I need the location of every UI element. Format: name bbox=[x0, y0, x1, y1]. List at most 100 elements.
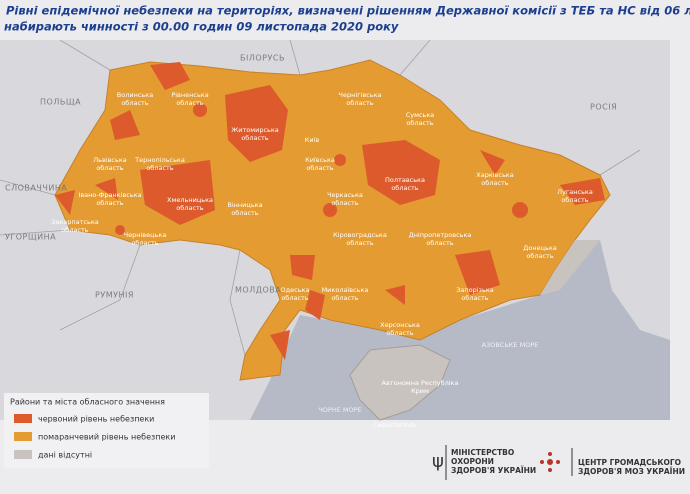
region-name: Миколаївська bbox=[322, 286, 369, 294]
region-label: Запорізька область bbox=[456, 286, 494, 302]
legend-item: дані відсутні bbox=[38, 451, 92, 460]
title: Рівні епідемічної небезпеки на територія… bbox=[6, 4, 690, 18]
region-suffix: область bbox=[231, 209, 258, 217]
region-suffix: область bbox=[96, 164, 123, 172]
region-suffix: область bbox=[461, 294, 488, 302]
country-label: РУМУНІЯ bbox=[95, 291, 134, 300]
region-label: Чернівецька область bbox=[124, 231, 167, 247]
region-label: Севастополь bbox=[373, 421, 417, 429]
borders bbox=[0, 39, 641, 356]
legend-swatch bbox=[14, 414, 32, 423]
region-label: Хмельницька область bbox=[167, 196, 213, 212]
region-suffix: область bbox=[386, 329, 413, 337]
region-suffix: область bbox=[526, 252, 553, 260]
region-label: Харківська область bbox=[476, 171, 513, 187]
region-name: Кіровоградська bbox=[333, 231, 387, 239]
region-name: Чернігівська bbox=[338, 91, 381, 99]
region-label: Тернопільська область bbox=[134, 156, 185, 172]
region-suffix: область bbox=[61, 226, 88, 234]
region-label: Волинська область bbox=[117, 91, 153, 107]
region-suffix: область bbox=[96, 199, 123, 207]
region-label: Сумська область bbox=[406, 111, 435, 127]
country-label: РОСІЯ bbox=[590, 103, 617, 112]
region-name: Полтавська bbox=[385, 176, 425, 184]
legend-box bbox=[4, 393, 209, 468]
country-label: СЛОВАЧЧИНА bbox=[5, 184, 67, 193]
sea-label: ЧОРНЕ МОРЕ bbox=[318, 406, 361, 414]
region-suffix: область bbox=[561, 196, 588, 204]
region-name: Вінницька bbox=[227, 201, 262, 209]
region-name: Луганська bbox=[557, 188, 593, 196]
region-suffix: Крим bbox=[411, 387, 429, 395]
region-name: Черкаська bbox=[327, 191, 363, 199]
region-suffix: область bbox=[331, 294, 358, 302]
region-label: Донецька область bbox=[523, 244, 556, 260]
region-suffix: область bbox=[391, 184, 418, 192]
region-name: Дніпропетровська bbox=[409, 231, 472, 239]
region-label: Миколаївська область bbox=[322, 286, 369, 302]
region-suffix: область bbox=[331, 199, 358, 207]
region-name: Львівська bbox=[93, 156, 127, 164]
country-label: ПОЛЬЩА bbox=[40, 98, 81, 107]
logo-line: МІНІСТЕРСТВО bbox=[451, 448, 514, 457]
moh-logo: МІНІСТЕРСТВО ОХОРОНИ ЗДОРОВ'Я УКРАЇНИ bbox=[451, 448, 536, 475]
crimea bbox=[349, 344, 451, 421]
region-label: Київська область bbox=[305, 156, 335, 172]
region-name: Чернівецька bbox=[124, 231, 167, 239]
region-label: Вінницька область bbox=[227, 201, 262, 217]
legend-swatch bbox=[14, 450, 32, 459]
region-label: Черкаська область bbox=[327, 191, 363, 207]
region-suffix: область bbox=[176, 99, 203, 107]
region-name: Хмельницька bbox=[167, 196, 213, 204]
region-name: Херсонська bbox=[380, 321, 420, 329]
logo-line: ЦЕНТР ГРОМАДСЬКОГО bbox=[578, 458, 681, 467]
trident-icon: ψ bbox=[432, 451, 444, 472]
country-labels: БІЛОРУСЬ ПОЛЬЩА РОСІЯ СЛОВАЧЧИНА УГОРЩИНА РУМ… bbox=[5, 54, 617, 415]
legend-swatch bbox=[14, 432, 32, 441]
region-suffix: область bbox=[146, 164, 173, 172]
region-name: Донецька bbox=[523, 244, 556, 252]
region-label: Житомирська область bbox=[231, 126, 279, 142]
no-data-donbas bbox=[540, 240, 600, 295]
logo-line: ЗДОРОВ'Я МОЗ УКРАЇНИ bbox=[578, 467, 685, 476]
region-name: Рівненська bbox=[171, 91, 208, 99]
region-name: Закарпатська bbox=[51, 218, 99, 226]
region-name: Тернопільська bbox=[134, 156, 185, 164]
legend-item: помаранчевий рівень небезпеки bbox=[38, 433, 175, 442]
region-label: Луганська область bbox=[557, 188, 593, 204]
region-label: Чернігівська область bbox=[338, 91, 381, 107]
region-label: Київ bbox=[305, 136, 320, 144]
legend-title: Райони та міста обласного значення bbox=[10, 398, 165, 407]
region-suffix: область bbox=[131, 239, 158, 247]
region-label: Рівненська область bbox=[171, 91, 208, 107]
country-label: УГОРЩИНА bbox=[5, 233, 56, 242]
phc-logo: ЦЕНТР ГРОМАДСЬКОГО ЗДОРОВ'Я МОЗ УКРАЇНИ bbox=[578, 458, 685, 476]
region-label: Полтавська область bbox=[385, 176, 425, 192]
region-suffix: область bbox=[346, 239, 373, 247]
legend-item: червоний рівень небезпеки bbox=[38, 415, 154, 424]
region-suffix: область bbox=[346, 99, 373, 107]
region-name: Сумська bbox=[406, 111, 435, 119]
logo-line: ОХОРОНИ bbox=[451, 457, 494, 466]
region-suffix: область bbox=[481, 179, 508, 187]
region-label: Закарпатська область bbox=[51, 218, 99, 234]
red-zones bbox=[55, 62, 605, 360]
region-label: Івано-Франківська область bbox=[78, 191, 141, 207]
sea-label: АЗОВСЬКЕ МОРЕ bbox=[482, 341, 539, 349]
region-suffix: область bbox=[121, 99, 148, 107]
logo-line: ЗДОРОВ'Я УКРАЇНИ bbox=[451, 466, 536, 475]
country-label: МОЛДОВА bbox=[235, 286, 281, 295]
region-name: Житомирська bbox=[231, 126, 279, 134]
region-name: Київська bbox=[305, 156, 335, 164]
region-name: Івано-Франківська bbox=[78, 191, 141, 199]
region-name: Одеська bbox=[281, 286, 310, 294]
region-suffix: область bbox=[241, 134, 268, 142]
region-name: Запорізька bbox=[456, 286, 494, 294]
region-label: Дніпропетровська область bbox=[409, 231, 472, 247]
region-label: Кіровоградська область bbox=[333, 231, 387, 247]
region-name: Автономна Республіка bbox=[382, 379, 459, 387]
region-suffix: область bbox=[306, 164, 333, 172]
region-label: Львівська область bbox=[93, 156, 127, 172]
